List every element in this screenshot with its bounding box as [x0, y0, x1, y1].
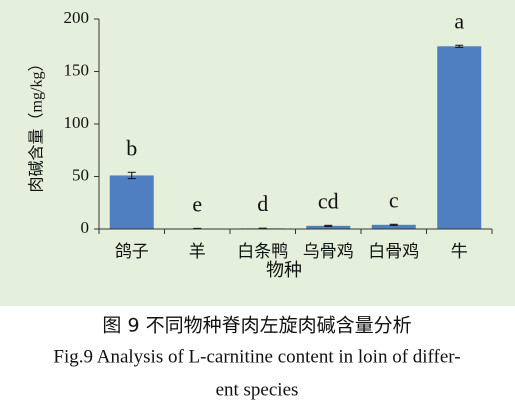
x-tick-label: 乌骨鸡 [303, 242, 354, 262]
chart-background [0, 0, 515, 306]
x-axis-title: 物种 [266, 260, 302, 280]
x-tick-label: 鸽子 [115, 242, 149, 262]
x-tick-label: 羊 [189, 242, 206, 262]
error-bar [324, 224, 333, 227]
bar [371, 224, 416, 229]
y-tick-label: 0 [81, 218, 90, 237]
y-tick-label: 150 [64, 60, 90, 79]
error-bar [127, 171, 136, 180]
y-tick-label: 200 [64, 8, 90, 27]
caption-line: Fig.9 Analysis of L-carnitine content in… [53, 346, 460, 367]
caption-line: ent species [216, 379, 299, 400]
x-tick-label: 牛 [451, 242, 468, 262]
bar [306, 225, 351, 229]
significance-label: c [389, 187, 399, 212]
caption-title: 图 9 不同物种脊肉左旋肉碱含量分析 [102, 315, 411, 337]
y-axis-title: 肉碱含量（mg/kg） [28, 56, 46, 193]
y-tick-label: 50 [72, 165, 89, 184]
bar [437, 46, 482, 229]
significance-label: b [126, 135, 137, 160]
significance-label: e [192, 191, 202, 216]
error-bar [455, 44, 464, 48]
significance-label: a [454, 8, 464, 33]
y-tick-label: 100 [64, 113, 90, 132]
error-bar [389, 223, 398, 226]
x-tick-label: 白条鸭 [237, 242, 288, 262]
significance-label: cd [318, 188, 339, 213]
bar [109, 175, 154, 229]
significance-label: d [257, 191, 268, 216]
x-tick-label: 白骨鸡 [368, 242, 419, 262]
